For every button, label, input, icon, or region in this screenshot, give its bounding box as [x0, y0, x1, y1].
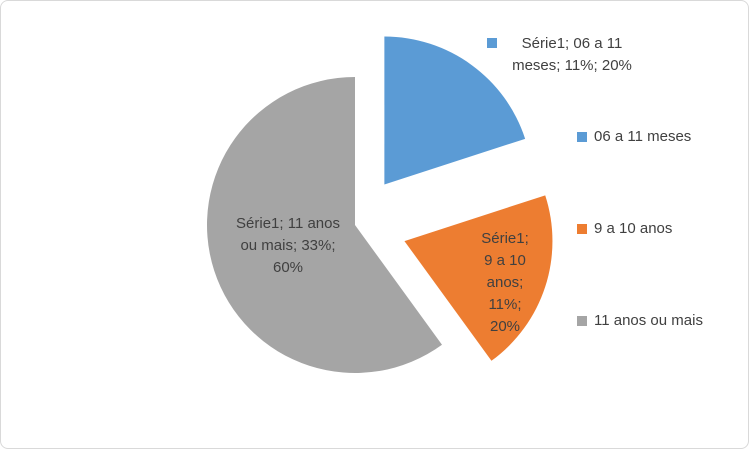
pie-slice [404, 195, 553, 361]
data-label-part: 9 a 10 anos [484, 252, 526, 291]
data-label-part: ; [565, 35, 574, 52]
data-label-part: 11% [564, 57, 594, 74]
data-label: Série1; 9 a 10 anos; 11%; 20% [476, 228, 534, 338]
data-label-part: ; [593, 57, 602, 74]
data-label-part: ; [556, 57, 565, 74]
data-label-part: 06 a 11 meses [512, 35, 623, 74]
legend-label: 06 a 11 meses [594, 128, 691, 145]
legend-swatch [577, 132, 587, 142]
data-label-part: 20% [601, 57, 632, 74]
data-label-part: ; [331, 237, 336, 254]
data-label: Série1; 06 a 11 meses; 11%; 20% [502, 33, 642, 77]
data-label-part: Série1 [236, 215, 280, 232]
data-label-part: ; [517, 296, 522, 313]
data-label-part: Série1 [481, 230, 525, 247]
data-label-part: Série1 [521, 35, 566, 52]
pie-slice [384, 36, 526, 185]
data-label-part: ; [519, 274, 524, 291]
data-label-part: 20% [489, 318, 521, 335]
data-label-part: 11 anos ou mais [240, 215, 340, 254]
legend-swatch [577, 224, 587, 234]
data-label-part: ; [524, 230, 529, 247]
legend-swatch [577, 316, 587, 326]
legend-label: 9 a 10 anos [594, 220, 672, 237]
data-label-part: 33% [301, 237, 332, 254]
data-label-part: ; [292, 237, 302, 254]
label-key [487, 38, 497, 48]
legend-label: 11 anos ou mais [594, 312, 703, 329]
data-label-part: ; [279, 215, 288, 232]
data-label: Série1; 11 anos ou mais; 33%; 60% [232, 213, 344, 279]
pie-slice [206, 77, 442, 374]
data-label-part: 60% [272, 259, 304, 276]
data-label-part: 11% [488, 296, 518, 313]
